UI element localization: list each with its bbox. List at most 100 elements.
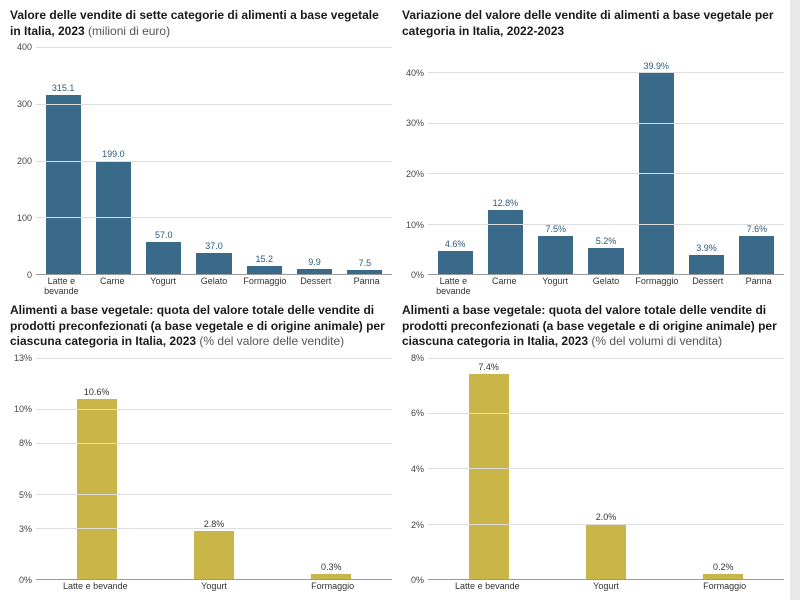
bar <box>703 574 743 580</box>
bar-value-label: 2.0% <box>596 512 617 522</box>
bar <box>588 248 623 274</box>
y-tick-label: 0% <box>411 270 424 280</box>
x-label: Panna <box>733 277 784 297</box>
bar <box>146 242 181 274</box>
bar <box>194 531 234 579</box>
chart-area: 0%3%5%8%10%13% 10.6%2.8%0.3% <box>6 358 392 580</box>
x-label: Dessert <box>290 277 341 297</box>
x-labels: Latte e bevandeYogurtFormaggio <box>398 582 784 592</box>
bar-value-label: 0.2% <box>713 562 734 572</box>
bar <box>469 374 509 579</box>
y-tick-label: 100 <box>17 213 32 223</box>
bar <box>739 236 774 274</box>
bar-value-label: 0.3% <box>321 562 342 572</box>
grid-line <box>428 468 784 469</box>
x-label: Gelato <box>189 277 240 297</box>
bar <box>438 251 473 274</box>
plot: 315.1199.057.037.015.29.97.5 <box>36 47 392 275</box>
x-labels: Latte e bevandeCarneYogurtGelatoFormaggi… <box>398 277 784 297</box>
title-sub: (% del volumi di vendita) <box>588 334 722 348</box>
bar <box>538 236 573 274</box>
chart-area: 0%10%20%30%40% 4.6%12.8%7.5%5.2%39.9%3.9… <box>398 47 784 275</box>
y-axis: 0%2%4%6%8% <box>398 358 428 580</box>
bar-group: 4.6% <box>430 47 480 274</box>
x-label: Panna <box>341 277 392 297</box>
title-sub: (% del valore delle vendite) <box>196 334 344 348</box>
x-label: Latte e bevande <box>428 277 479 297</box>
grid-line <box>36 161 392 162</box>
bar-value-label: 57.0 <box>155 230 173 240</box>
y-tick-label: 4% <box>411 464 424 474</box>
title-bold: Valore delle vendite di sette categorie … <box>10 8 379 38</box>
bar <box>586 524 626 579</box>
grid-line <box>428 524 784 525</box>
x-label: Gelato <box>581 277 632 297</box>
bar-value-label: 12.8% <box>493 198 519 208</box>
y-tick-label: 6% <box>411 408 424 418</box>
y-tick-label: 300 <box>17 99 32 109</box>
grid-line <box>428 72 784 73</box>
bar-value-label: 7.5 <box>359 258 372 268</box>
chart-panel-3: Alimenti a base vegetale: quota del valo… <box>6 303 392 592</box>
bar-value-label: 3.9% <box>696 243 717 253</box>
bar-group: 10.6% <box>38 358 155 579</box>
y-tick-label: 0% <box>411 575 424 585</box>
plot: 4.6% 12.8% 7.5% 5.2% 39.9% 3.9% 7.6% <box>428 47 784 275</box>
bar-group: 7.5% <box>531 47 581 274</box>
grid-line <box>36 217 392 218</box>
y-axis: 0100200300400 <box>6 47 36 275</box>
y-tick-label: 2% <box>411 520 424 530</box>
grid-line <box>36 409 392 410</box>
grid-line <box>428 173 784 174</box>
bar-group: 12.8% <box>480 47 530 274</box>
y-tick-label: 10% <box>406 220 424 230</box>
bars-container: 4.6% 12.8% 7.5% 5.2% 39.9% 3.9% 7.6% <box>428 47 784 274</box>
y-tick-label: 10% <box>14 404 32 414</box>
grid-line <box>428 413 784 414</box>
grid-line <box>36 494 392 495</box>
y-tick-label: 3% <box>19 524 32 534</box>
plot: 10.6%2.8% 0.3% <box>36 358 392 580</box>
chart-panel-2: Variazione del valore delle vendite di a… <box>398 8 784 297</box>
y-tick-label: 30% <box>406 118 424 128</box>
x-label: Formaggio <box>631 277 682 297</box>
grid-line <box>36 443 392 444</box>
x-label: Yogurt <box>530 277 581 297</box>
y-tick-label: 0 <box>27 270 32 280</box>
bar-group: 2.8% <box>155 358 272 579</box>
x-label: Yogurt <box>547 582 666 592</box>
y-tick-label: 5% <box>19 490 32 500</box>
x-label: Carne <box>87 277 138 297</box>
bar <box>196 253 231 274</box>
bar <box>297 269 332 275</box>
chart-area: 0%2%4%6%8% 7.4%2.0%0.2% <box>398 358 784 580</box>
grid-line <box>36 104 392 105</box>
chart-grid: Valore delle vendite di sette categorie … <box>0 0 790 600</box>
y-axis: 0%3%5%8%10%13% <box>6 358 36 580</box>
x-label: Dessert <box>682 277 733 297</box>
bar-value-label: 39.9% <box>644 61 670 71</box>
grid-line <box>36 358 392 359</box>
bar-value-label: 9.9 <box>308 257 321 267</box>
bar <box>689 255 724 275</box>
chart-title: Alimenti a base vegetale: quota del valo… <box>398 303 784 350</box>
bar <box>347 270 382 274</box>
grid-line <box>428 358 784 359</box>
y-tick-label: 8% <box>19 438 32 448</box>
grid-line <box>36 47 392 48</box>
chart-title: Valore delle vendite di sette categorie … <box>6 8 392 39</box>
bar-value-label: 7.5% <box>545 224 566 234</box>
bar-value-label: 7.6% <box>747 224 768 234</box>
bar <box>311 574 351 579</box>
bar-value-label: 7.4% <box>478 362 499 372</box>
bar-group: 5.2% <box>581 47 631 274</box>
x-label: Formaggio <box>665 582 784 592</box>
bar-value-label: 5.2% <box>596 236 617 246</box>
x-label: Latte e bevande <box>36 582 155 592</box>
bar <box>46 95 81 274</box>
bar-group: 39.9% <box>631 47 681 274</box>
x-label: Formaggio <box>239 277 290 297</box>
y-tick-label: 20% <box>406 169 424 179</box>
bar-group: 7.6% <box>732 47 782 274</box>
bar <box>247 266 282 275</box>
